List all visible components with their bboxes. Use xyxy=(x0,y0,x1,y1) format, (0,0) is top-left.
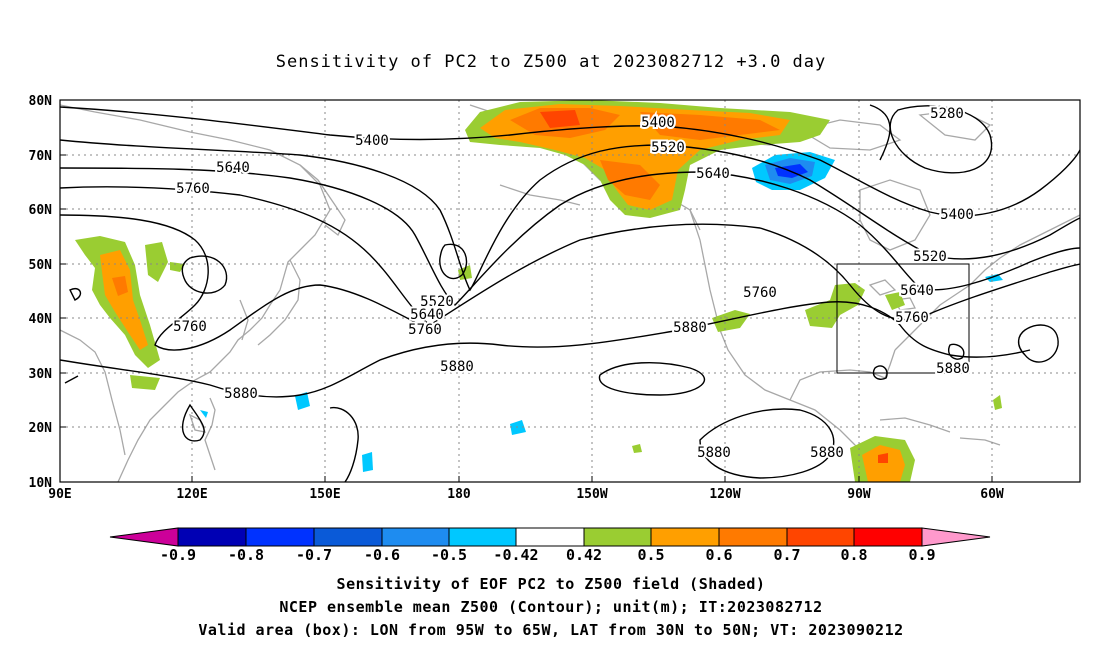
contour-label: 5880 xyxy=(673,320,707,336)
contour-label: 5760 xyxy=(408,322,442,338)
contour-label: 5640 xyxy=(216,160,250,176)
contour-label: 5400 xyxy=(641,115,675,131)
lat-label: 10N xyxy=(29,476,53,491)
contour-label: 5640 xyxy=(410,307,444,323)
caption-line-2: NCEP ensemble mean Z500 (Contour); unit(… xyxy=(279,598,822,616)
caption-line-1: Sensitivity of EOF PC2 to Z500 field (Sh… xyxy=(337,575,766,593)
lon-label: 120W xyxy=(709,487,740,502)
lat-label: 20N xyxy=(29,421,53,436)
figure-title: Sensitivity of PC2 to Z500 at 2023082712… xyxy=(276,52,827,72)
colorbar-label: 0.5 xyxy=(637,546,664,564)
colorbar-label: -0.8 xyxy=(228,546,264,564)
valid-area-box xyxy=(836,263,970,374)
colorbar-bin xyxy=(718,527,788,547)
contour-label: 5520 xyxy=(420,294,454,310)
lat-label: 50N xyxy=(29,258,53,273)
colorbar-label: 0.9 xyxy=(908,546,935,564)
colorbar-bin xyxy=(583,527,652,547)
contour-label: 5640 xyxy=(696,166,730,182)
lat-label: 70N xyxy=(29,149,53,164)
contour-label: 5400 xyxy=(940,207,974,223)
contour-label: 5880 xyxy=(810,445,844,461)
negative-sensitivity-shading xyxy=(200,152,1003,472)
colorbar-bin xyxy=(786,527,855,547)
lon-label: 90W xyxy=(847,487,871,502)
contour-label: 5880 xyxy=(936,361,970,377)
contour-label: 5280 xyxy=(930,106,964,122)
lat-label: 40N xyxy=(29,312,53,327)
colorbar-bin xyxy=(650,527,720,547)
contour-label: 5520 xyxy=(651,140,685,156)
map-plot-area xyxy=(60,100,1080,482)
lat-label: 80N xyxy=(29,94,53,109)
colorbar-label: -0.5 xyxy=(431,546,467,564)
contour-label: 5760 xyxy=(176,181,210,197)
colorbar-label: 0.8 xyxy=(840,546,867,564)
map-frame xyxy=(59,99,1081,483)
colorbar-right-arrow xyxy=(921,527,991,547)
colorbar-label: 0.42 xyxy=(566,546,602,564)
caption-line-3: Valid area (box): LON from 95W to 65W, L… xyxy=(198,621,903,639)
lon-label: 90E xyxy=(48,487,71,502)
z500-contours xyxy=(60,104,1080,482)
axis-ticks xyxy=(60,99,993,483)
lon-label: 150E xyxy=(309,487,340,502)
contour-label: 5760 xyxy=(895,310,929,326)
graticule xyxy=(60,100,1080,482)
colorbar-bin xyxy=(515,527,585,547)
colorbar-label: -0.42 xyxy=(493,546,538,564)
colorbar-bin xyxy=(313,527,383,547)
colorbar-left-arrow xyxy=(109,527,179,547)
contour-label: 5880 xyxy=(224,386,258,402)
contour-label: 5760 xyxy=(173,319,207,335)
colorbar-label: -0.9 xyxy=(160,546,196,564)
colorbar-bin xyxy=(853,527,923,547)
colorbar-label: -0.6 xyxy=(364,546,400,564)
colorbar-label: 0.6 xyxy=(705,546,732,564)
colorbar-bin xyxy=(448,527,517,547)
contour-label: 5880 xyxy=(697,445,731,461)
lon-label: 180 xyxy=(447,487,471,502)
contour-label: 5640 xyxy=(900,283,934,299)
colorbar: -0.9 -0.8 -0.7 -0.6 -0.5 -0.42 0.42 0.5 … xyxy=(109,527,991,564)
contour-label: 5520 xyxy=(913,249,947,265)
lon-label: 150W xyxy=(576,487,607,502)
contour-label: 5400 xyxy=(355,133,389,149)
lat-label: 30N xyxy=(29,367,53,382)
contour-labels: 5280 5400 5400 5400 5520 5520 5520 5640 … xyxy=(171,104,976,463)
lon-label: 60W xyxy=(980,487,1004,502)
colorbar-bin xyxy=(381,527,450,547)
lon-label: 120E xyxy=(176,487,207,502)
colorbar-bin xyxy=(245,527,315,547)
longitude-labels: 90E 120E 150E 180 150W 120W 90W 60W xyxy=(48,487,1004,502)
latitude-labels: 80N 70N 60N 50N 40N 30N 20N 10N xyxy=(29,94,53,491)
colorbar-label: 0.7 xyxy=(773,546,800,564)
contour-label: 5880 xyxy=(440,359,474,375)
colorbar-bin xyxy=(177,527,247,547)
contour-label: 5760 xyxy=(743,285,777,301)
colorbar-label: -0.7 xyxy=(296,546,332,564)
lat-label: 60N xyxy=(29,203,53,218)
